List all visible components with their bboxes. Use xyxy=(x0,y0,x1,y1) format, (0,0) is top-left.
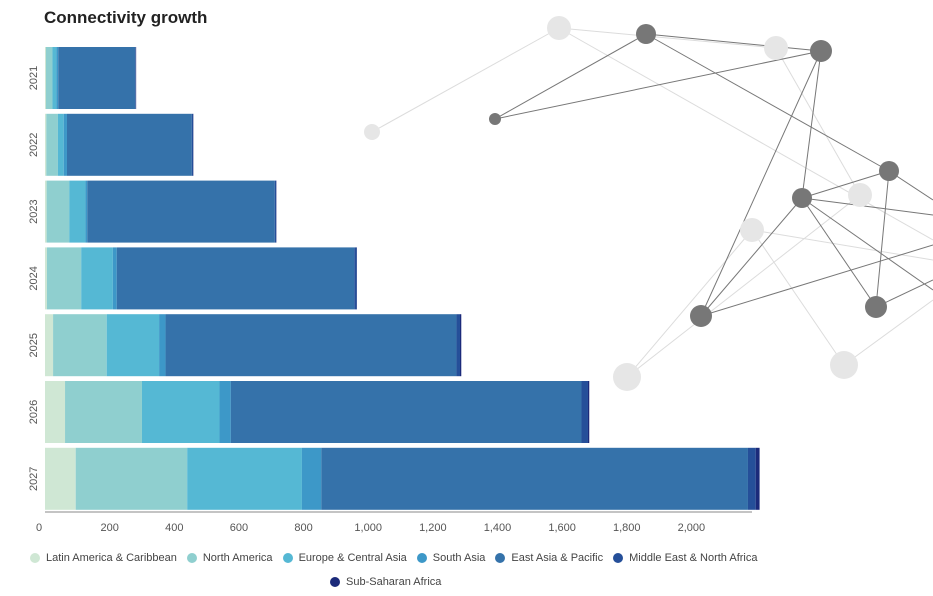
bar-segment-2027-6 xyxy=(755,447,760,510)
bar-segment-2027-4 xyxy=(321,447,748,510)
y-tick-label: 2027 xyxy=(28,467,40,491)
legend-swatch xyxy=(282,553,293,563)
bar-segment-2022-3 xyxy=(63,113,67,176)
bar-segment-2023-1 xyxy=(46,180,70,243)
legend-item: Latin America & Caribbean xyxy=(30,552,177,564)
legend-swatch xyxy=(330,577,340,587)
bar-segment-2026-3 xyxy=(219,381,231,443)
bar-segment-2022-4 xyxy=(66,113,192,176)
x-tick-label: 0 xyxy=(36,522,42,534)
bar-segment-2026-4 xyxy=(230,381,582,443)
legend-item: Middle East & North Africa xyxy=(613,552,758,564)
bar-segment-2025-2 xyxy=(106,314,160,377)
bar-segment-2021-0 xyxy=(45,47,46,109)
y-tick-label: 2026 xyxy=(28,400,40,424)
bar-segment-2026-6 xyxy=(587,381,590,443)
legend: Latin America & Caribbean North America Eu… xyxy=(30,548,910,592)
bar-segment-2026-2 xyxy=(141,381,220,443)
bar-segment-2025-3 xyxy=(159,314,166,377)
bar-segment-2022-0 xyxy=(45,113,47,176)
bar-segment-2026-1 xyxy=(65,381,142,443)
legend-label: South Asia xyxy=(432,552,486,564)
legend-swatch xyxy=(416,553,427,563)
bar-segment-2025-1 xyxy=(53,314,107,377)
legend-row: Sub-Saharan Africa xyxy=(30,572,910,592)
legend-label: East Asia & Pacific xyxy=(511,552,604,564)
legend-swatch xyxy=(30,553,40,563)
legend-item: East Asia & Pacific xyxy=(495,552,603,564)
x-tick-label: 800 xyxy=(294,522,312,534)
legend-item: South Asia xyxy=(416,552,486,564)
chart-title: Connectivity growth xyxy=(44,8,208,27)
bar-segment-2027-5 xyxy=(747,447,756,510)
x-tick-label: 600 xyxy=(230,522,248,534)
x-tick-label: 1,800 xyxy=(613,522,641,534)
bar-segment-2025-4 xyxy=(165,314,457,377)
bar-segment-2023-5 xyxy=(274,180,277,243)
legend-item: North America xyxy=(186,552,273,564)
bar-segment-2024-2 xyxy=(81,247,113,310)
x-tick-label: 1,400 xyxy=(484,522,512,534)
bar-segment-2025-5 xyxy=(456,314,460,377)
bar-segment-2021-4 xyxy=(58,47,136,109)
legend-label: Latin America & Caribbean xyxy=(46,552,177,564)
bar-segment-2024-3 xyxy=(112,247,117,310)
bar-segment-2024-4 xyxy=(116,247,355,310)
legend-label: Europe & Central Asia xyxy=(298,552,407,564)
y-tick-label: 2025 xyxy=(28,333,40,357)
bar-segment-2021-2 xyxy=(52,47,57,109)
bar-segment-2023-4 xyxy=(87,180,275,243)
bar-segment-2024-0 xyxy=(45,247,47,310)
x-tick-label: 1,600 xyxy=(548,522,576,534)
legend-item: Sub-Saharan Africa xyxy=(330,576,441,588)
legend-swatch xyxy=(613,553,624,563)
legend-swatch xyxy=(186,553,197,563)
legend-label: Middle East & North Africa xyxy=(629,552,758,564)
x-tick-label: 200 xyxy=(100,522,118,534)
x-tick-label: 2,000 xyxy=(678,522,706,534)
x-tick-label: 400 xyxy=(165,522,183,534)
bar-segment-2021-3 xyxy=(56,47,59,109)
y-tick-label: 2021 xyxy=(28,66,40,90)
bar-segment-2022-1 xyxy=(46,113,58,176)
legend-item: Europe & Central Asia xyxy=(282,552,407,564)
bar-segment-2025-6 xyxy=(459,314,462,377)
bar-segment-2025-0 xyxy=(45,314,54,377)
x-tick-label: 1,200 xyxy=(419,522,447,534)
bars-layer xyxy=(45,47,760,510)
bar-segment-2023-0 xyxy=(45,180,47,243)
bar-segment-2022-2 xyxy=(57,113,64,176)
legend-row: Latin America & Caribbean North America Eu… xyxy=(30,548,910,568)
legend-swatch xyxy=(495,553,506,563)
y-tick-label: 2024 xyxy=(28,266,40,290)
bar-segment-2023-3 xyxy=(85,180,88,243)
bar-segment-2027-0 xyxy=(45,447,76,510)
bar-segment-2021-5 xyxy=(135,47,136,109)
x-axis-ticks: 0 200 400 600 800 1,000 1,200 1,400 1,600 1,800 2,… xyxy=(36,522,705,534)
bar-segment-2026-0 xyxy=(45,381,66,443)
bar-segment-2027-3 xyxy=(301,447,322,510)
bar-segment-2024-1 xyxy=(46,247,82,310)
y-axis-labels: 2021 2022 2023 2024 2025 2026 2027 xyxy=(28,66,40,491)
y-tick-label: 2023 xyxy=(28,199,40,223)
legend-label: North America xyxy=(202,552,273,564)
bar-segment-2026-5 xyxy=(581,381,588,443)
bar-segment-2027-1 xyxy=(75,447,188,510)
bar-segment-2021-1 xyxy=(45,47,53,109)
bar-segment-2023-2 xyxy=(69,180,86,243)
bar-segment-2022-5 xyxy=(191,113,194,176)
x-tick-label: 1,000 xyxy=(354,522,382,534)
y-tick-label: 2022 xyxy=(28,133,40,157)
bar-segment-2024-5 xyxy=(354,247,357,310)
bar-segment-2027-2 xyxy=(187,447,302,510)
legend-label: Sub-Saharan Africa xyxy=(346,576,442,588)
